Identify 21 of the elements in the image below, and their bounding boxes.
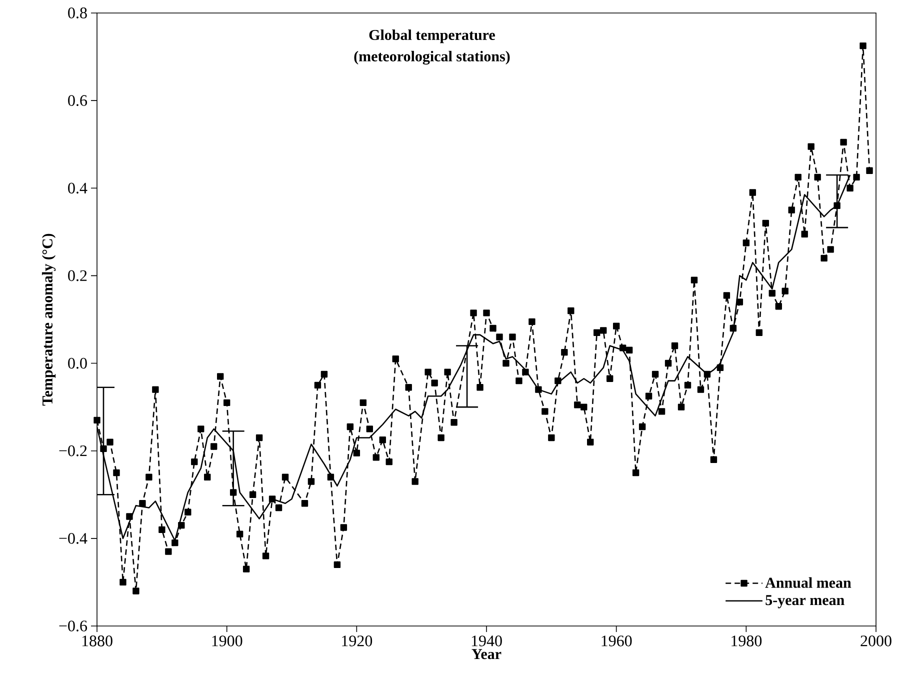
x-tick-label: 1940	[472, 636, 502, 646]
x-tick-label: 1880	[82, 636, 112, 646]
legend-label: Annual mean	[765, 577, 852, 588]
y-axis-title: Temperature anomaly (°C)	[42, 234, 56, 406]
x-tick-label: 1960	[602, 636, 632, 646]
y-tick-label: 0.6	[68, 95, 88, 106]
text: Global temperature	[369, 29, 495, 44]
legend-label: 5-year mean	[766, 595, 844, 608]
x-tick-label: 2000	[860, 636, 892, 646]
y-tick-label: −0.6	[59, 620, 88, 632]
x-tick-label: 1900	[212, 636, 242, 646]
y-tick-label: −0.2	[59, 445, 87, 456]
y-tick-label: 0.4	[68, 182, 88, 194]
text: (meteorological stations)	[354, 50, 510, 65]
y-tick-label: 0.0	[68, 358, 87, 369]
y-tick-label: 0.2	[68, 270, 87, 282]
x-axis-title: Year	[472, 649, 502, 660]
y-tick-label: −0.4	[59, 532, 88, 544]
x-tick-label: 1980	[732, 636, 762, 646]
y-tick-label: 0.8	[68, 8, 87, 18]
x-tick-label: 1920	[342, 636, 372, 646]
